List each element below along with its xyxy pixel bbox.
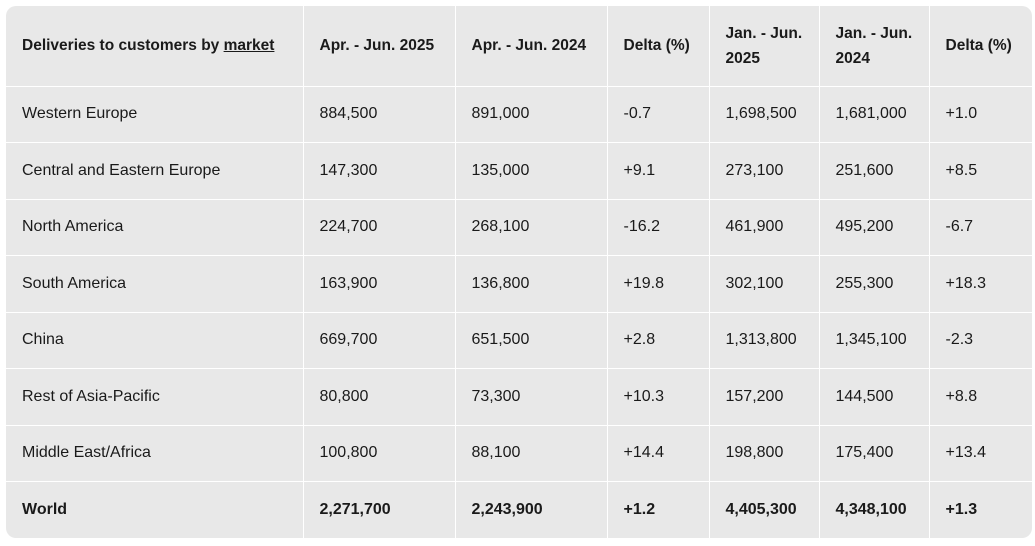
cell-market: Rest of Asia-Pacific xyxy=(6,368,304,426)
cell-h1-2025: 157,200 xyxy=(709,368,820,426)
cell-h1-2024: 251,600 xyxy=(819,142,930,200)
cell-delta-q2: -16.2 xyxy=(607,199,710,256)
header-market: Deliveries to customers by market xyxy=(6,6,304,87)
table-row: North America 224,700 268,100 -16.2 461,… xyxy=(6,199,1032,256)
cell-q2-2024: 268,100 xyxy=(455,199,608,256)
cell-delta-q2: -0.7 xyxy=(607,86,710,143)
cell-h1-2024: 255,300 xyxy=(819,255,930,313)
cell-q2-2024: 136,800 xyxy=(455,255,608,313)
cell-q2-2025: 100,800 xyxy=(303,425,456,482)
cell-delta-h1: -6.7 xyxy=(929,199,1032,256)
header-h1-2025: Jan. - Jun. 2025 xyxy=(709,6,820,87)
cell-q2-2025: 2,271,700 xyxy=(303,481,456,538)
cell-h1-2024: 175,400 xyxy=(819,425,930,482)
table-row: Rest of Asia-Pacific 80,800 73,300 +10.3… xyxy=(6,368,1032,426)
deliveries-table-container: Deliveries to customers by market Apr. -… xyxy=(6,6,1032,538)
header-delta-h1: Delta (%) xyxy=(929,6,1032,87)
cell-delta-h1: +1.3 xyxy=(945,501,978,518)
cell-market: China xyxy=(6,312,304,369)
cell-h1-2024: 144,500 xyxy=(819,368,930,426)
table-row: Western Europe 884,500 891,000 -0.7 1,69… xyxy=(6,86,1032,143)
cell-q2-2025: 884,500 xyxy=(303,86,456,143)
cell-delta-h1: +18.3 xyxy=(929,255,1032,313)
table-row: Central and Eastern Europe 147,300 135,0… xyxy=(6,142,1032,200)
deliveries-table: Deliveries to customers by market Apr. -… xyxy=(6,6,1032,538)
cell-delta-q2: +2.8 xyxy=(607,312,710,369)
cell-delta-q2: +10.3 xyxy=(607,368,710,426)
cell-h1-2025: 1,313,800 xyxy=(709,312,820,369)
table-row: South America 163,900 136,800 +19.8 302,… xyxy=(6,255,1032,313)
header-h1-2025-line2: 2025 xyxy=(725,49,760,67)
cell-q2-2024: 135,000 xyxy=(455,142,608,200)
cell-h1-2025: 1,698,500 xyxy=(709,86,820,143)
cell-q2-2024: 891,000 xyxy=(455,86,608,143)
cell-h1-2025: 4,405,300 xyxy=(709,481,820,538)
cell-h1-2025: 273,100 xyxy=(709,142,820,200)
cell-delta-h1: -2.3 xyxy=(929,312,1032,369)
cell-q2-2025: 224,700 xyxy=(303,199,456,256)
cell-q2-2024: 73,300 xyxy=(455,368,608,426)
header-q2-2024: Apr. - Jun. 2024 xyxy=(455,6,608,87)
header-h1-2024-line1: Jan. - Jun. xyxy=(835,24,913,42)
market-link[interactable]: market xyxy=(223,37,275,55)
table-row: China 669,700 651,500 +2.8 1,313,800 1,3… xyxy=(6,312,1032,369)
cell-q2-2024: 88,100 xyxy=(455,425,608,482)
header-q2-2025: Apr. - Jun. 2025 xyxy=(303,6,456,87)
header-h1-2024-line2: 2024 xyxy=(835,49,870,67)
cell-delta-h1: +1.0 xyxy=(929,86,1032,143)
cell-delta-h1: +8.8 xyxy=(929,368,1032,426)
cell-delta-h1: +13.4 xyxy=(929,425,1032,482)
cell-delta-q2: +19.8 xyxy=(607,255,710,313)
cell-delta-q2: +9.1 xyxy=(607,142,710,200)
cell-q2-2025: 147,300 xyxy=(303,142,456,200)
cell-q2-2025: 163,900 xyxy=(303,255,456,313)
cell-h1-2024: 1,681,000 xyxy=(819,86,930,143)
cell-q2-2025: 669,700 xyxy=(303,312,456,369)
table-row: Middle East/Africa 100,800 88,100 +14.4 … xyxy=(6,425,1032,482)
cell-market: Central and Eastern Europe xyxy=(6,142,304,200)
header-h1-2025-line1: Jan. - Jun. xyxy=(725,24,803,42)
cell-market: North America xyxy=(6,199,304,256)
cell-h1-2025: 302,100 xyxy=(709,255,820,313)
header-row: Deliveries to customers by market Apr. -… xyxy=(6,6,1032,87)
header-market-prefix: Deliveries to customers by xyxy=(22,37,224,55)
cell-market: Western Europe xyxy=(6,86,304,143)
cell-delta-h1: +8.5 xyxy=(929,142,1032,200)
cell-h1-2025: 198,800 xyxy=(709,425,820,482)
cell-delta-q2: +14.4 xyxy=(607,425,710,482)
cell-market: South America xyxy=(6,255,304,313)
cell-h1-2024: 1,345,100 xyxy=(819,312,930,369)
header-delta-q2: Delta (%) xyxy=(607,6,710,87)
cell-h1-2024: 4,348,100 xyxy=(819,481,930,538)
cell-q2-2024: 651,500 xyxy=(455,312,608,369)
cell-market: World xyxy=(6,481,304,538)
cell-delta-q2: +1.2 xyxy=(607,481,710,538)
cell-q2-2024: 2,243,900 xyxy=(455,481,608,538)
total-row: World 2,271,700 2,243,900 +1.2 4,405,300… xyxy=(6,481,1032,538)
cell-market: Middle East/Africa xyxy=(6,425,304,482)
cell-h1-2024: 495,200 xyxy=(819,199,930,256)
cell-h1-2025: 461,900 xyxy=(709,199,820,256)
cell-q2-2025: 80,800 xyxy=(303,368,456,426)
header-h1-2024: Jan. - Jun. 2024 xyxy=(819,6,930,87)
